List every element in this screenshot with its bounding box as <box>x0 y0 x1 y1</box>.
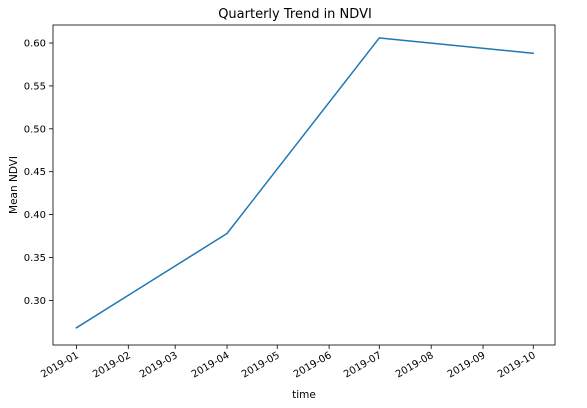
x-tick-label: 2019-10 <box>496 350 538 380</box>
x-tick-label: 2019-08 <box>394 350 436 380</box>
y-tick-label: 0.50 <box>24 124 46 135</box>
plot-area <box>52 24 556 346</box>
y-tick-label: 0.30 <box>24 296 46 307</box>
x-axis: 2019-01 2019-02 2019-03 2019-04 2019-05 2019-… <box>39 345 538 380</box>
series-line <box>75 37 535 329</box>
y-tick-label: 0.55 <box>24 81 46 92</box>
plot-frame <box>52 24 556 346</box>
x-tick-label: 2019-09 <box>446 350 488 380</box>
x-axis-label: time <box>292 389 316 401</box>
y-tick-label: 0.60 <box>24 39 46 50</box>
y-axis-label: Mean NDVI <box>8 156 20 214</box>
x-tick-label: 2019-02 <box>91 350 133 380</box>
x-tick-label: 2019-05 <box>240 350 282 380</box>
x-tick-label: 2019-06 <box>292 350 334 380</box>
chart-title: Quarterly Trend in NDVI <box>218 7 372 22</box>
series-layer <box>75 37 535 329</box>
y-tick-label: 0.35 <box>24 253 46 264</box>
y-axis: 0.30 0.35 0.40 0.45 0.50 0.55 0.60 <box>24 39 53 307</box>
x-tick-label: 2019-04 <box>190 350 232 380</box>
x-tick-label: 2019-07 <box>342 350 384 380</box>
x-tick-label: 2019-01 <box>39 350 81 380</box>
y-tick-label: 0.40 <box>24 210 46 221</box>
y-tick-label: 0.45 <box>24 167 46 178</box>
x-tick-label: 2019-03 <box>138 350 180 380</box>
